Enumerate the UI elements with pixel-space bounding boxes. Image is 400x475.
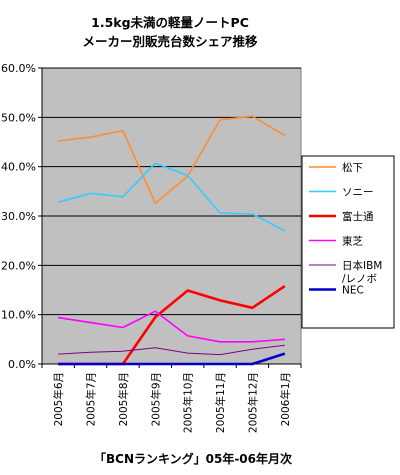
- x-tick-label: 2005年6月: [52, 372, 65, 426]
- x-tick-label: 2005年10月: [182, 372, 195, 433]
- chart-title: 1.5kg未満の軽量ノートPC: [91, 15, 249, 30]
- chart-subtitle: メーカー別販売台数シェア推移: [82, 34, 258, 49]
- series-line: [57, 162, 286, 232]
- series-lines: [57, 115, 286, 366]
- y-tick-label: 60.0%: [1, 62, 36, 75]
- y-axis-ticks: 0.0% 10.0% 20.0% 30.0% 40.0% 50.0% 60.0%: [1, 62, 42, 371]
- series-line: [58, 344, 285, 356]
- legend-label: 富士通: [342, 210, 374, 223]
- x-tick-label: 2006年1月: [279, 372, 292, 426]
- y-tick-label: 40.0%: [1, 161, 36, 174]
- y-tick-label: 30.0%: [1, 210, 36, 223]
- legend-label: 東芝: [342, 235, 363, 248]
- x-tick-label: 2005年9月: [149, 372, 162, 426]
- x-tick-label: 2005年12月: [246, 372, 259, 433]
- x-tick-label: 2005年8月: [117, 372, 130, 426]
- y-tick-label: 0.0%: [8, 358, 36, 371]
- series-line: [58, 310, 285, 343]
- y-tick-label: 50.0%: [1, 111, 36, 124]
- y-tick-label: 10.0%: [1, 309, 36, 322]
- chart-footer: 「BCNランキング」05年-06年月次: [94, 451, 292, 466]
- legend-label: 日本IBM/レノボ: [342, 259, 382, 285]
- y-tick-label: 20.0%: [1, 259, 36, 272]
- x-axis-ticks: 2005年6月 2005年7月 2005年8月 2005年9月 2005年10月 2005…: [41, 68, 302, 433]
- legend-label: 松下: [342, 161, 363, 174]
- legend: [301, 155, 395, 329]
- series-line: [58, 352, 286, 366]
- legend-label: ソニー: [342, 187, 374, 199]
- legend-label: NEC: [342, 285, 364, 297]
- x-tick-label: 2005年7月: [85, 372, 98, 426]
- x-tick-label: 2005年11月: [214, 372, 227, 433]
- series-line: [58, 115, 286, 204]
